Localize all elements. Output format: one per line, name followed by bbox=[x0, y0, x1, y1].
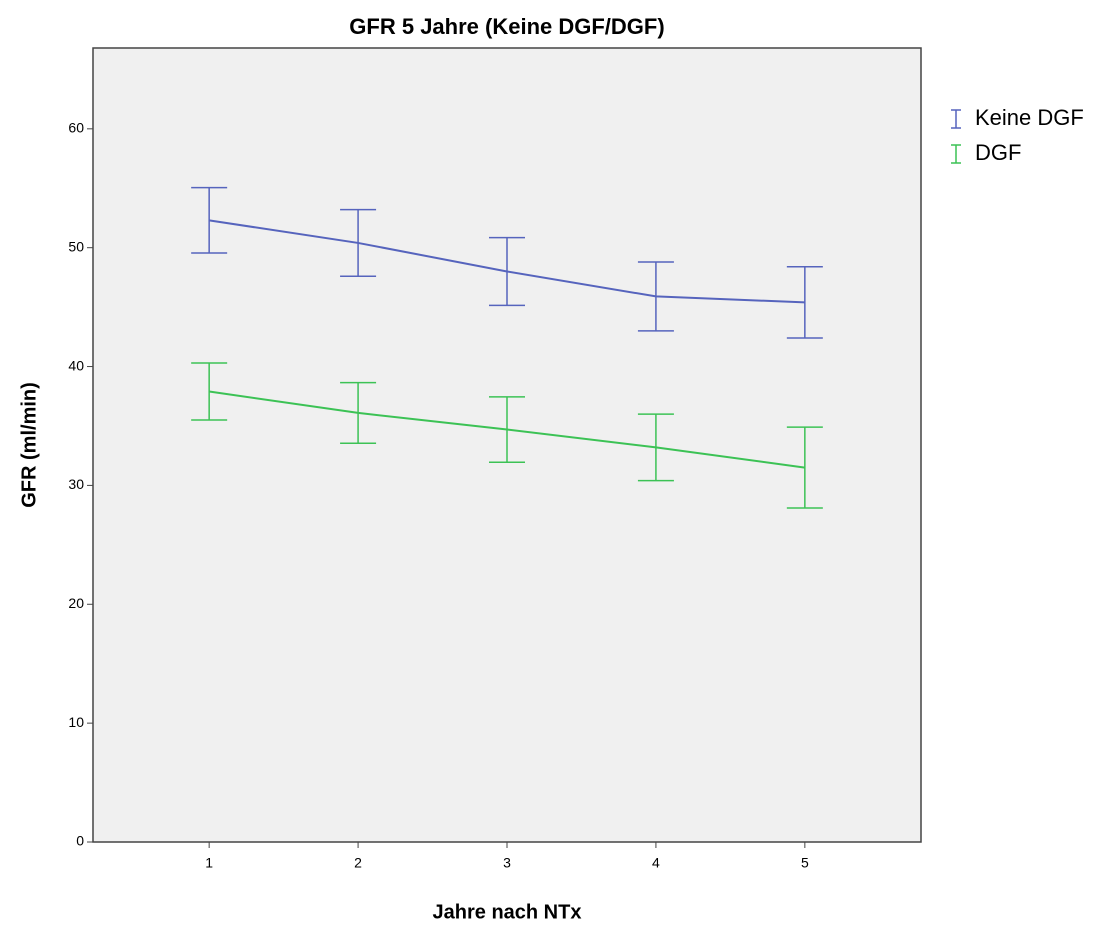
error-bar bbox=[340, 208, 377, 277]
error-bar bbox=[191, 362, 228, 421]
x-tick-label: 2 bbox=[354, 855, 362, 871]
error-bar bbox=[489, 236, 525, 307]
legend-label: DGF bbox=[975, 140, 1021, 165]
legend-label: Keine DGF bbox=[975, 105, 1084, 130]
y-tick-label: 30 bbox=[68, 476, 84, 492]
x-tick-label: 4 bbox=[652, 855, 660, 871]
chart-title: GFR 5 Jahre (Keine DGF/DGF) bbox=[349, 14, 664, 39]
error-bar bbox=[786, 265, 823, 339]
x-axis-label: Jahre nach NTx bbox=[433, 901, 582, 923]
error-bar bbox=[637, 261, 674, 332]
error-bar bbox=[489, 396, 525, 463]
error-bar bbox=[191, 186, 228, 254]
x-tick-label: 3 bbox=[503, 855, 511, 871]
y-tick-label: 10 bbox=[68, 714, 84, 730]
y-tick-label: 50 bbox=[68, 238, 84, 254]
error-bar bbox=[786, 426, 823, 509]
error-bar bbox=[637, 413, 674, 482]
x-tick-label: 5 bbox=[801, 855, 809, 871]
y-tick-label: 0 bbox=[76, 833, 84, 849]
x-tick-label: 1 bbox=[205, 855, 213, 871]
y-tick-label: 20 bbox=[68, 595, 84, 611]
y-tick-label: 60 bbox=[68, 120, 84, 136]
legend-symbol bbox=[951, 144, 961, 164]
error-bar bbox=[340, 381, 377, 444]
y-axis-label: GFR (ml/min) bbox=[18, 382, 40, 508]
legend-symbol bbox=[951, 109, 961, 129]
y-tick-label: 40 bbox=[68, 357, 84, 373]
